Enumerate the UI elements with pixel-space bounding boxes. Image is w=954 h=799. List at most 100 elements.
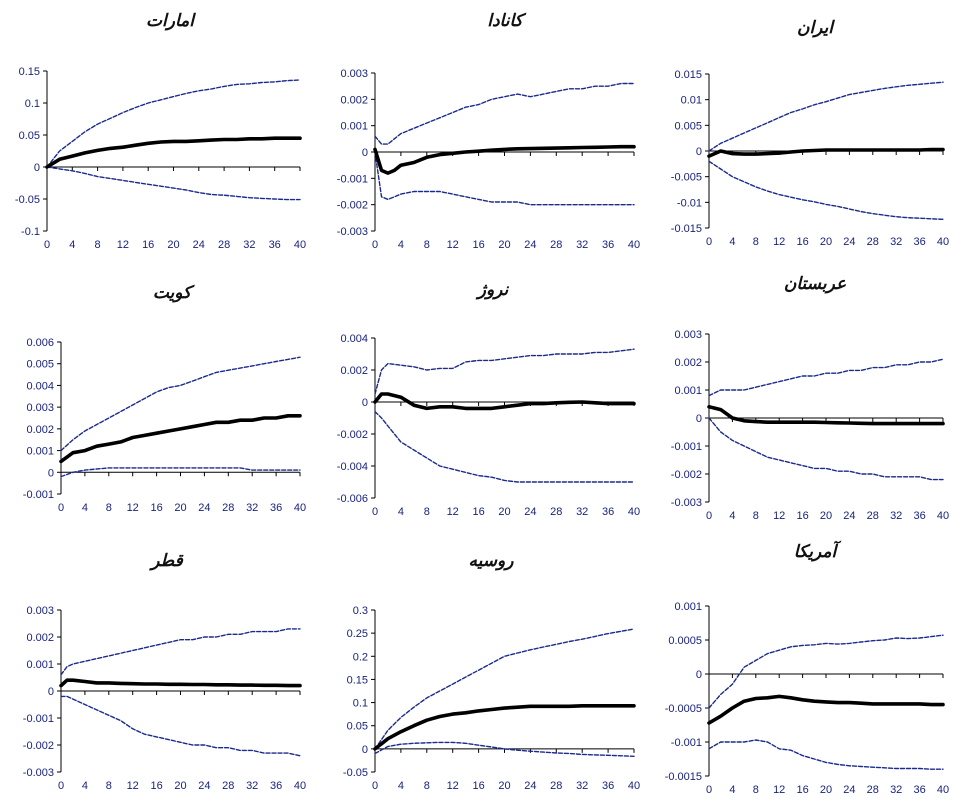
x-tick-label: 24 <box>843 784 855 796</box>
y-tick-label: -0.001 <box>23 489 54 501</box>
y-tick-label: -0.05 <box>343 767 368 779</box>
x-tick-label: 16 <box>472 780 484 792</box>
x-tick-label: 24 <box>198 780 210 792</box>
panel-7: روسیه 0.3 0.25 0.2 0.15 0.1 0.05 0 -0.05 0 4 8 12 16 2… <box>343 551 640 792</box>
x-tick-label: 12 <box>447 506 459 518</box>
upper-band-line <box>374 82 635 145</box>
x-tick-label: 20 <box>820 236 832 248</box>
x-tick-label: 24 <box>843 510 855 522</box>
x-tick-label: 12 <box>773 784 785 796</box>
x-tick-label: 28 <box>550 239 562 251</box>
y-tick-label: 0.1 <box>25 98 40 110</box>
x-tick-label: 40 <box>628 506 640 518</box>
y-tick-label: 0.004 <box>340 333 368 345</box>
y-tick-label: 0 <box>48 467 54 479</box>
panel-title: ایران <box>797 18 835 38</box>
y-tick-label: 0.05 <box>347 721 368 733</box>
x-tick-label: 32 <box>243 239 255 251</box>
x-tick-label: 28 <box>222 502 234 514</box>
panel-title: امارات <box>146 11 196 31</box>
y-tick-label: 0.2 <box>353 651 368 663</box>
y-tick-label: 0.015 <box>674 69 702 81</box>
x-tick-label: 12 <box>447 239 459 251</box>
x-tick-label: 40 <box>937 236 949 248</box>
panel-title: قطر <box>148 551 183 571</box>
x-tick-label: 8 <box>753 236 759 248</box>
y-tick-label: -0.001 <box>671 441 702 453</box>
panel-title: کویت <box>153 283 195 303</box>
y-tick-label: 0.001 <box>26 659 54 671</box>
x-tick-label: 20 <box>167 239 179 251</box>
x-tick-label: 12 <box>773 510 785 522</box>
x-tick-label: 4 <box>398 239 404 251</box>
response-line <box>373 392 636 411</box>
y-tick-label: -0.1 <box>21 226 40 238</box>
response-line <box>707 405 945 426</box>
x-tick-label: 28 <box>867 784 879 796</box>
y-tick-label: 0.001 <box>674 601 702 613</box>
upper-band-line <box>374 348 635 395</box>
y-tick-label: -0.01 <box>677 197 702 209</box>
x-tick-label: 20 <box>174 780 186 792</box>
x-tick-label: 0 <box>44 239 50 251</box>
y-tick-label: 0 <box>48 686 54 698</box>
x-tick-label: 8 <box>424 239 430 251</box>
y-tick-label: -0.006 <box>337 493 368 505</box>
x-tick-label: 0 <box>372 780 378 792</box>
lower-band-line <box>60 695 301 757</box>
response-line <box>373 704 636 751</box>
upper-band-line <box>60 356 301 452</box>
x-tick-label: 32 <box>246 780 258 792</box>
x-tick-label: 20 <box>498 780 510 792</box>
x-tick-label: 8 <box>753 510 759 522</box>
lower-band-line <box>708 160 944 220</box>
x-tick-label: 32 <box>576 506 588 518</box>
y-tick-label: 0.1 <box>353 698 368 710</box>
x-tick-label: 40 <box>628 780 640 792</box>
x-tick-label: 8 <box>95 239 101 251</box>
panel-5: عربستان 0.003 0.002 0.001 0 -0.001 -0.002 -0.00… <box>671 274 949 522</box>
x-tick-label: 0 <box>58 502 64 514</box>
y-tick-label: -0.002 <box>671 469 702 481</box>
y-tick-label: 0.003 <box>340 68 368 80</box>
panel-0: امارات 0.15 0.1 0.05 0 -0.05 -0.1 0 4 8 12 16 20 24 28… <box>15 11 306 251</box>
y-tick-label: 0.003 <box>26 605 54 617</box>
x-tick-label: 28 <box>218 239 230 251</box>
y-tick-label: -0.001 <box>23 713 54 725</box>
panel-6: قطر 0.003 0.002 0.001 0 -0.001 -0.002 -0.003 0 4 8… <box>23 551 306 792</box>
x-tick-label: 0 <box>706 510 712 522</box>
x-tick-label: 40 <box>294 502 306 514</box>
x-tick-label: 20 <box>498 506 510 518</box>
x-tick-label: 24 <box>524 239 536 251</box>
x-tick-label: 8 <box>424 780 430 792</box>
x-tick-label: 24 <box>524 506 536 518</box>
y-tick-label: 0.005 <box>674 120 702 132</box>
x-tick-label: 40 <box>628 239 640 251</box>
upper-band-line <box>60 628 301 676</box>
y-tick-label: 0.001 <box>674 385 702 397</box>
y-tick-label: 0.0005 <box>668 635 702 647</box>
response-line <box>59 414 302 464</box>
x-tick-label: 32 <box>890 510 902 522</box>
y-tick-label: 0.002 <box>340 94 368 106</box>
x-tick-label: 36 <box>269 239 281 251</box>
x-tick-label: 16 <box>796 510 808 522</box>
y-tick-label: -0.005 <box>671 172 702 184</box>
x-tick-label: 24 <box>843 236 855 248</box>
panel-title: عربستان <box>784 274 847 294</box>
y-tick-label: 0.15 <box>347 674 368 686</box>
y-tick-label: 0.01 <box>681 95 702 107</box>
x-tick-label: 32 <box>890 236 902 248</box>
x-tick-label: 4 <box>69 239 75 251</box>
panel-2: ایران 0.015 0.01 0.005 0 -0.005 -0.01 -0.015 0 4 8… <box>671 18 949 248</box>
x-tick-label: 8 <box>753 784 759 796</box>
response-line <box>59 678 302 688</box>
panel-3: کویت 0.006 0.005 0.004 0.003 0.002 0.001 0 -0.00… <box>23 283 306 514</box>
lower-band-line <box>374 741 635 757</box>
x-tick-label: 4 <box>729 510 735 522</box>
panel-title: نروژ <box>475 280 510 300</box>
y-tick-label: 0.3 <box>353 605 368 617</box>
x-tick-label: 40 <box>937 510 949 522</box>
x-tick-label: 8 <box>424 506 430 518</box>
